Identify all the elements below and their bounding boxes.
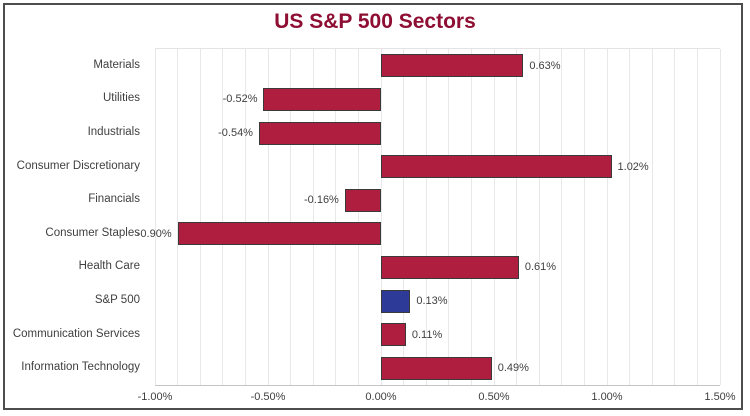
gridline bbox=[199, 49, 201, 385]
gridline bbox=[403, 49, 405, 385]
x-tick-label-050: -0.50% bbox=[250, 391, 286, 403]
bar-financials bbox=[344, 188, 381, 212]
category-label-s-p-500: S&P 500 bbox=[94, 294, 140, 306]
bar-s-p-500 bbox=[381, 289, 411, 313]
gridline bbox=[290, 49, 292, 385]
value-label-consumer-staples: -0.90% bbox=[136, 227, 172, 240]
x-tick-label-150: 1.50% bbox=[704, 391, 736, 403]
gridline bbox=[696, 49, 698, 385]
gridline bbox=[177, 49, 179, 385]
value-label-s-p-500: 0.13% bbox=[416, 295, 448, 307]
category-label-information-technology: Information Technology bbox=[21, 361, 140, 374]
bar-information-technology bbox=[381, 356, 492, 380]
value-label-communication-services: 0.11% bbox=[411, 328, 443, 341]
gridline bbox=[448, 49, 450, 385]
gridline bbox=[312, 49, 314, 385]
x-tick-label-000: 0.00% bbox=[365, 391, 397, 403]
value-label-materials: 0.63% bbox=[529, 59, 561, 72]
gridline bbox=[651, 49, 653, 385]
gridline bbox=[516, 49, 518, 385]
x-tick-label-100: 1.00% bbox=[591, 391, 623, 403]
category-label-consumer-staples: Consumer Staples bbox=[45, 226, 140, 239]
category-label-materials: Materials bbox=[93, 58, 140, 71]
x-tick-label-100: -1.00% bbox=[137, 391, 173, 403]
gridline bbox=[470, 49, 472, 385]
value-label-industrials: -0.54% bbox=[218, 127, 253, 139]
gridline bbox=[267, 49, 269, 385]
gridline bbox=[154, 49, 156, 385]
category-label-communication-services: Communication Services bbox=[12, 327, 140, 340]
category-label-utilities: Utilities bbox=[102, 92, 140, 105]
gridline bbox=[222, 49, 224, 385]
gridline bbox=[606, 49, 608, 385]
bar-consumer-discretionary bbox=[381, 155, 612, 179]
plot-area: 0.63% -0.52% -0.54% 1.02% -0.16% -0.90% 0.61% 0… bbox=[137, 48, 721, 386]
bar-utilities bbox=[263, 87, 381, 111]
bar-communication-services bbox=[381, 323, 406, 347]
gridline bbox=[561, 49, 563, 385]
value-label-consumer-discretionary: 1.02% bbox=[617, 160, 649, 173]
chart-title: US S&P 500 Sectors bbox=[274, 10, 476, 33]
gridline bbox=[719, 49, 721, 385]
category-label-industrials: Industrials bbox=[87, 126, 140, 138]
gridline bbox=[335, 49, 337, 385]
gridline bbox=[425, 49, 427, 385]
gridline bbox=[244, 49, 246, 385]
gridline bbox=[674, 49, 676, 385]
bar-consumer-staples bbox=[177, 222, 381, 246]
gridline bbox=[493, 49, 495, 385]
value-label-financials: -0.16% bbox=[303, 194, 339, 207]
gridline bbox=[357, 49, 359, 385]
gridline bbox=[380, 49, 382, 385]
category-label-consumer-discretionary: Consumer Discretionary bbox=[16, 159, 140, 172]
gridline bbox=[629, 49, 631, 385]
x-tick-label-050: 0.50% bbox=[478, 391, 510, 403]
category-label-financials: Financials bbox=[88, 193, 140, 206]
bar-industrials bbox=[258, 121, 381, 145]
bar-materials bbox=[381, 54, 524, 78]
value-label-information-technology: 0.49% bbox=[497, 362, 529, 375]
gridline bbox=[583, 49, 585, 385]
value-label-utilities: -0.52% bbox=[222, 93, 258, 106]
bar-health-care bbox=[381, 255, 519, 279]
category-label-health-care: Health Care bbox=[78, 260, 140, 273]
value-label-health-care: 0.61% bbox=[524, 261, 557, 274]
gridline bbox=[538, 49, 540, 385]
